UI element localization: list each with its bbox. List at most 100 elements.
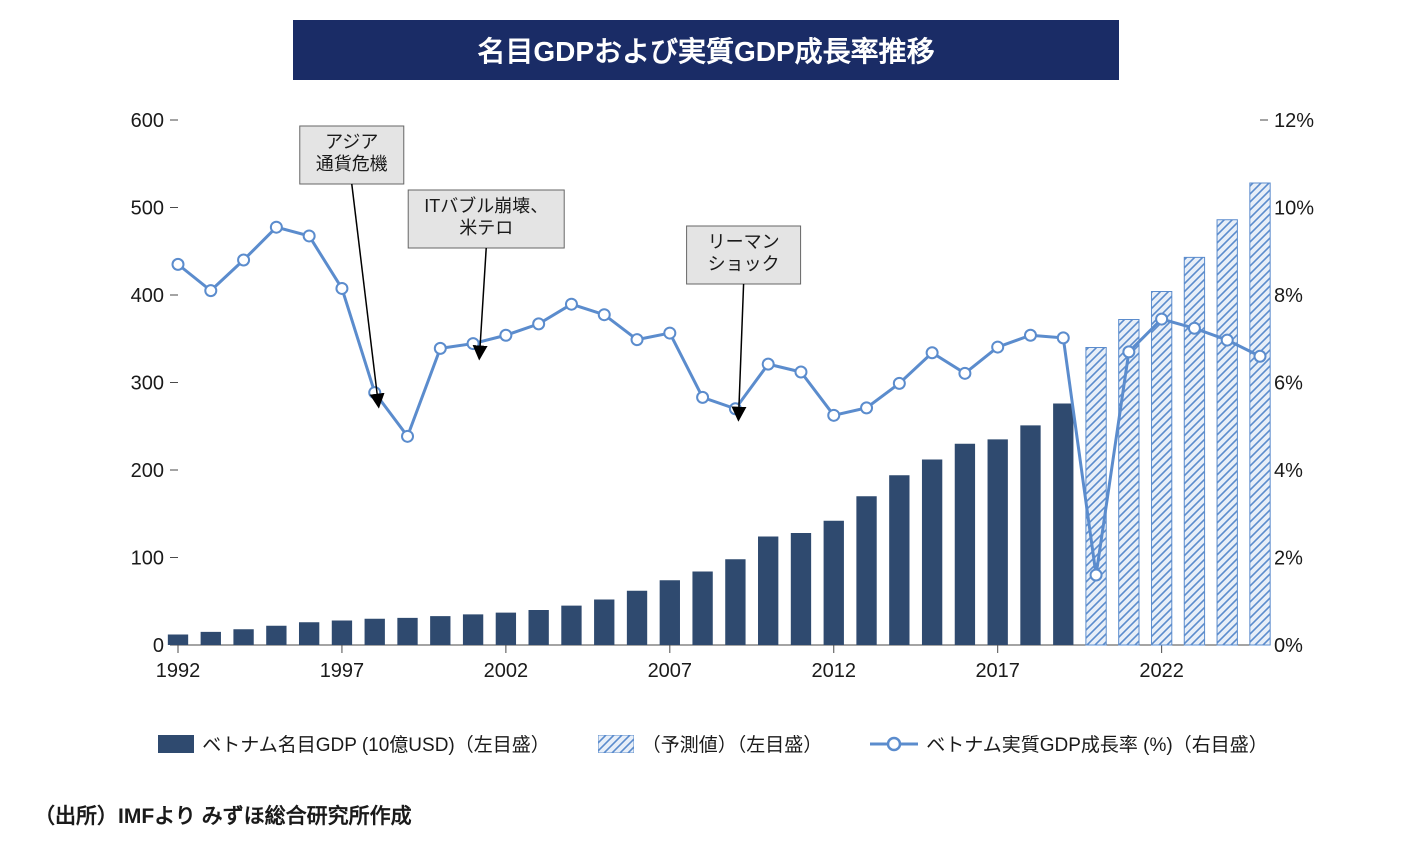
growth-marker	[566, 299, 577, 310]
bar-forecast	[1250, 183, 1270, 645]
growth-marker	[1156, 314, 1167, 325]
bar-actual	[988, 439, 1008, 645]
growth-marker	[795, 367, 806, 378]
legend-label: ベトナム実質GDP成長率 (%)（右目盛）	[926, 730, 1267, 757]
bar-actual	[922, 460, 942, 646]
growth-marker	[632, 334, 643, 345]
annotation-arrow	[480, 248, 487, 353]
growth-marker	[664, 328, 675, 339]
growth-marker	[1222, 335, 1233, 346]
svg-text:500: 500	[131, 198, 164, 220]
growth-marker	[238, 255, 249, 266]
legend-item: ベトナム名目GDP (10億USD)（左目盛）	[158, 730, 549, 757]
source-note-text: （出所）IMFより みずほ総合研究所作成	[34, 805, 412, 828]
bar-actual	[1020, 425, 1040, 645]
growth-marker	[1123, 346, 1134, 357]
growth-marker	[1255, 351, 1266, 362]
growth-marker	[500, 330, 511, 341]
bar-actual	[660, 580, 680, 645]
growth-marker	[1058, 332, 1069, 343]
growth-marker	[468, 338, 479, 349]
legend-label: （予測値）（左目盛）	[642, 730, 823, 757]
annotation-label: ITバブル崩壊、	[424, 195, 548, 216]
bar-actual	[856, 496, 876, 645]
bar-forecast	[1119, 320, 1139, 646]
legend-label: ベトナム名目GDP (10億USD)（左目盛）	[202, 730, 549, 757]
annotation-label: リーマン	[708, 232, 780, 252]
growth-marker	[861, 402, 872, 413]
bar-actual	[758, 537, 778, 646]
svg-text:0%: 0%	[1274, 635, 1303, 657]
growth-marker	[894, 378, 905, 389]
annotation-label: 通貨危機	[316, 154, 388, 174]
growth-marker	[1091, 570, 1102, 581]
bar-actual	[266, 626, 286, 645]
legend: ベトナム名目GDP (10億USD)（左目盛） （予測値）（左目盛） ベトナム実質G…	[0, 730, 1426, 757]
svg-text:4%: 4%	[1274, 460, 1303, 482]
bar-actual	[889, 475, 909, 645]
svg-text:2012: 2012	[812, 660, 857, 682]
bar-actual	[1053, 404, 1073, 646]
growth-marker	[828, 410, 839, 421]
svg-text:6%: 6%	[1274, 373, 1303, 395]
growth-marker	[959, 368, 970, 379]
legend-item: （予測値）（左目盛）	[598, 730, 823, 757]
bar-actual	[168, 635, 188, 646]
chart-title: 名目GDPおよび実質GDP成長率推移	[293, 20, 1119, 80]
growth-marker	[1025, 330, 1036, 341]
growth-marker	[927, 347, 938, 358]
growth-marker	[271, 222, 282, 233]
svg-text:1992: 1992	[156, 660, 201, 682]
bar-actual	[955, 444, 975, 645]
bar-actual	[496, 613, 516, 645]
growth-marker	[336, 283, 347, 294]
growth-marker	[697, 392, 708, 403]
growth-marker	[435, 343, 446, 354]
svg-text:200: 200	[131, 460, 164, 482]
bar-actual	[824, 521, 844, 645]
bar-forecast	[1217, 220, 1237, 645]
svg-text:12%: 12%	[1274, 110, 1314, 132]
svg-text:0: 0	[153, 635, 164, 657]
bar-actual	[725, 559, 745, 645]
annotation-arrow	[352, 184, 378, 401]
growth-marker	[369, 387, 380, 398]
svg-text:8%: 8%	[1274, 285, 1303, 307]
bar-actual	[791, 533, 811, 645]
bar-actual	[594, 600, 614, 646]
svg-text:10%: 10%	[1274, 198, 1314, 220]
growth-marker	[402, 431, 413, 442]
bar-actual	[627, 591, 647, 645]
growth-marker	[992, 342, 1003, 353]
bar-actual	[233, 629, 253, 645]
annotation-label: アジア	[325, 132, 378, 152]
chart-svg: 01002003004005006000%2%4%6%8%10%12%19921…	[110, 110, 1320, 695]
svg-text:400: 400	[131, 285, 164, 307]
svg-text:600: 600	[131, 110, 164, 132]
bar-forecast	[1184, 257, 1204, 645]
growth-marker	[304, 230, 315, 241]
growth-marker	[763, 359, 774, 370]
legend-swatch	[158, 735, 194, 753]
svg-text:1997: 1997	[320, 660, 365, 682]
svg-text:2022: 2022	[1139, 660, 1184, 682]
annotation-arrow	[739, 284, 744, 414]
annotation-label: 米テロ	[459, 218, 513, 238]
svg-text:2017: 2017	[975, 660, 1020, 682]
legend-item: ベトナム実質GDP成長率 (%)（右目盛）	[870, 730, 1267, 757]
growth-marker	[173, 259, 184, 270]
growth-marker	[533, 318, 544, 329]
bar-actual	[332, 621, 352, 646]
bar-actual	[529, 610, 549, 645]
chart-title-text: 名目GDPおよび実質GDP成長率推移	[477, 30, 934, 70]
bar-actual	[692, 572, 712, 646]
bar-actual	[397, 618, 417, 645]
annotation-label: ショック	[708, 254, 780, 274]
bar-forecast	[1086, 348, 1106, 646]
bar-actual	[201, 632, 221, 645]
svg-text:2002: 2002	[484, 660, 529, 682]
svg-text:100: 100	[131, 548, 164, 570]
legend-swatch	[870, 735, 918, 753]
svg-text:2007: 2007	[648, 660, 693, 682]
bar-forecast	[1151, 292, 1171, 646]
